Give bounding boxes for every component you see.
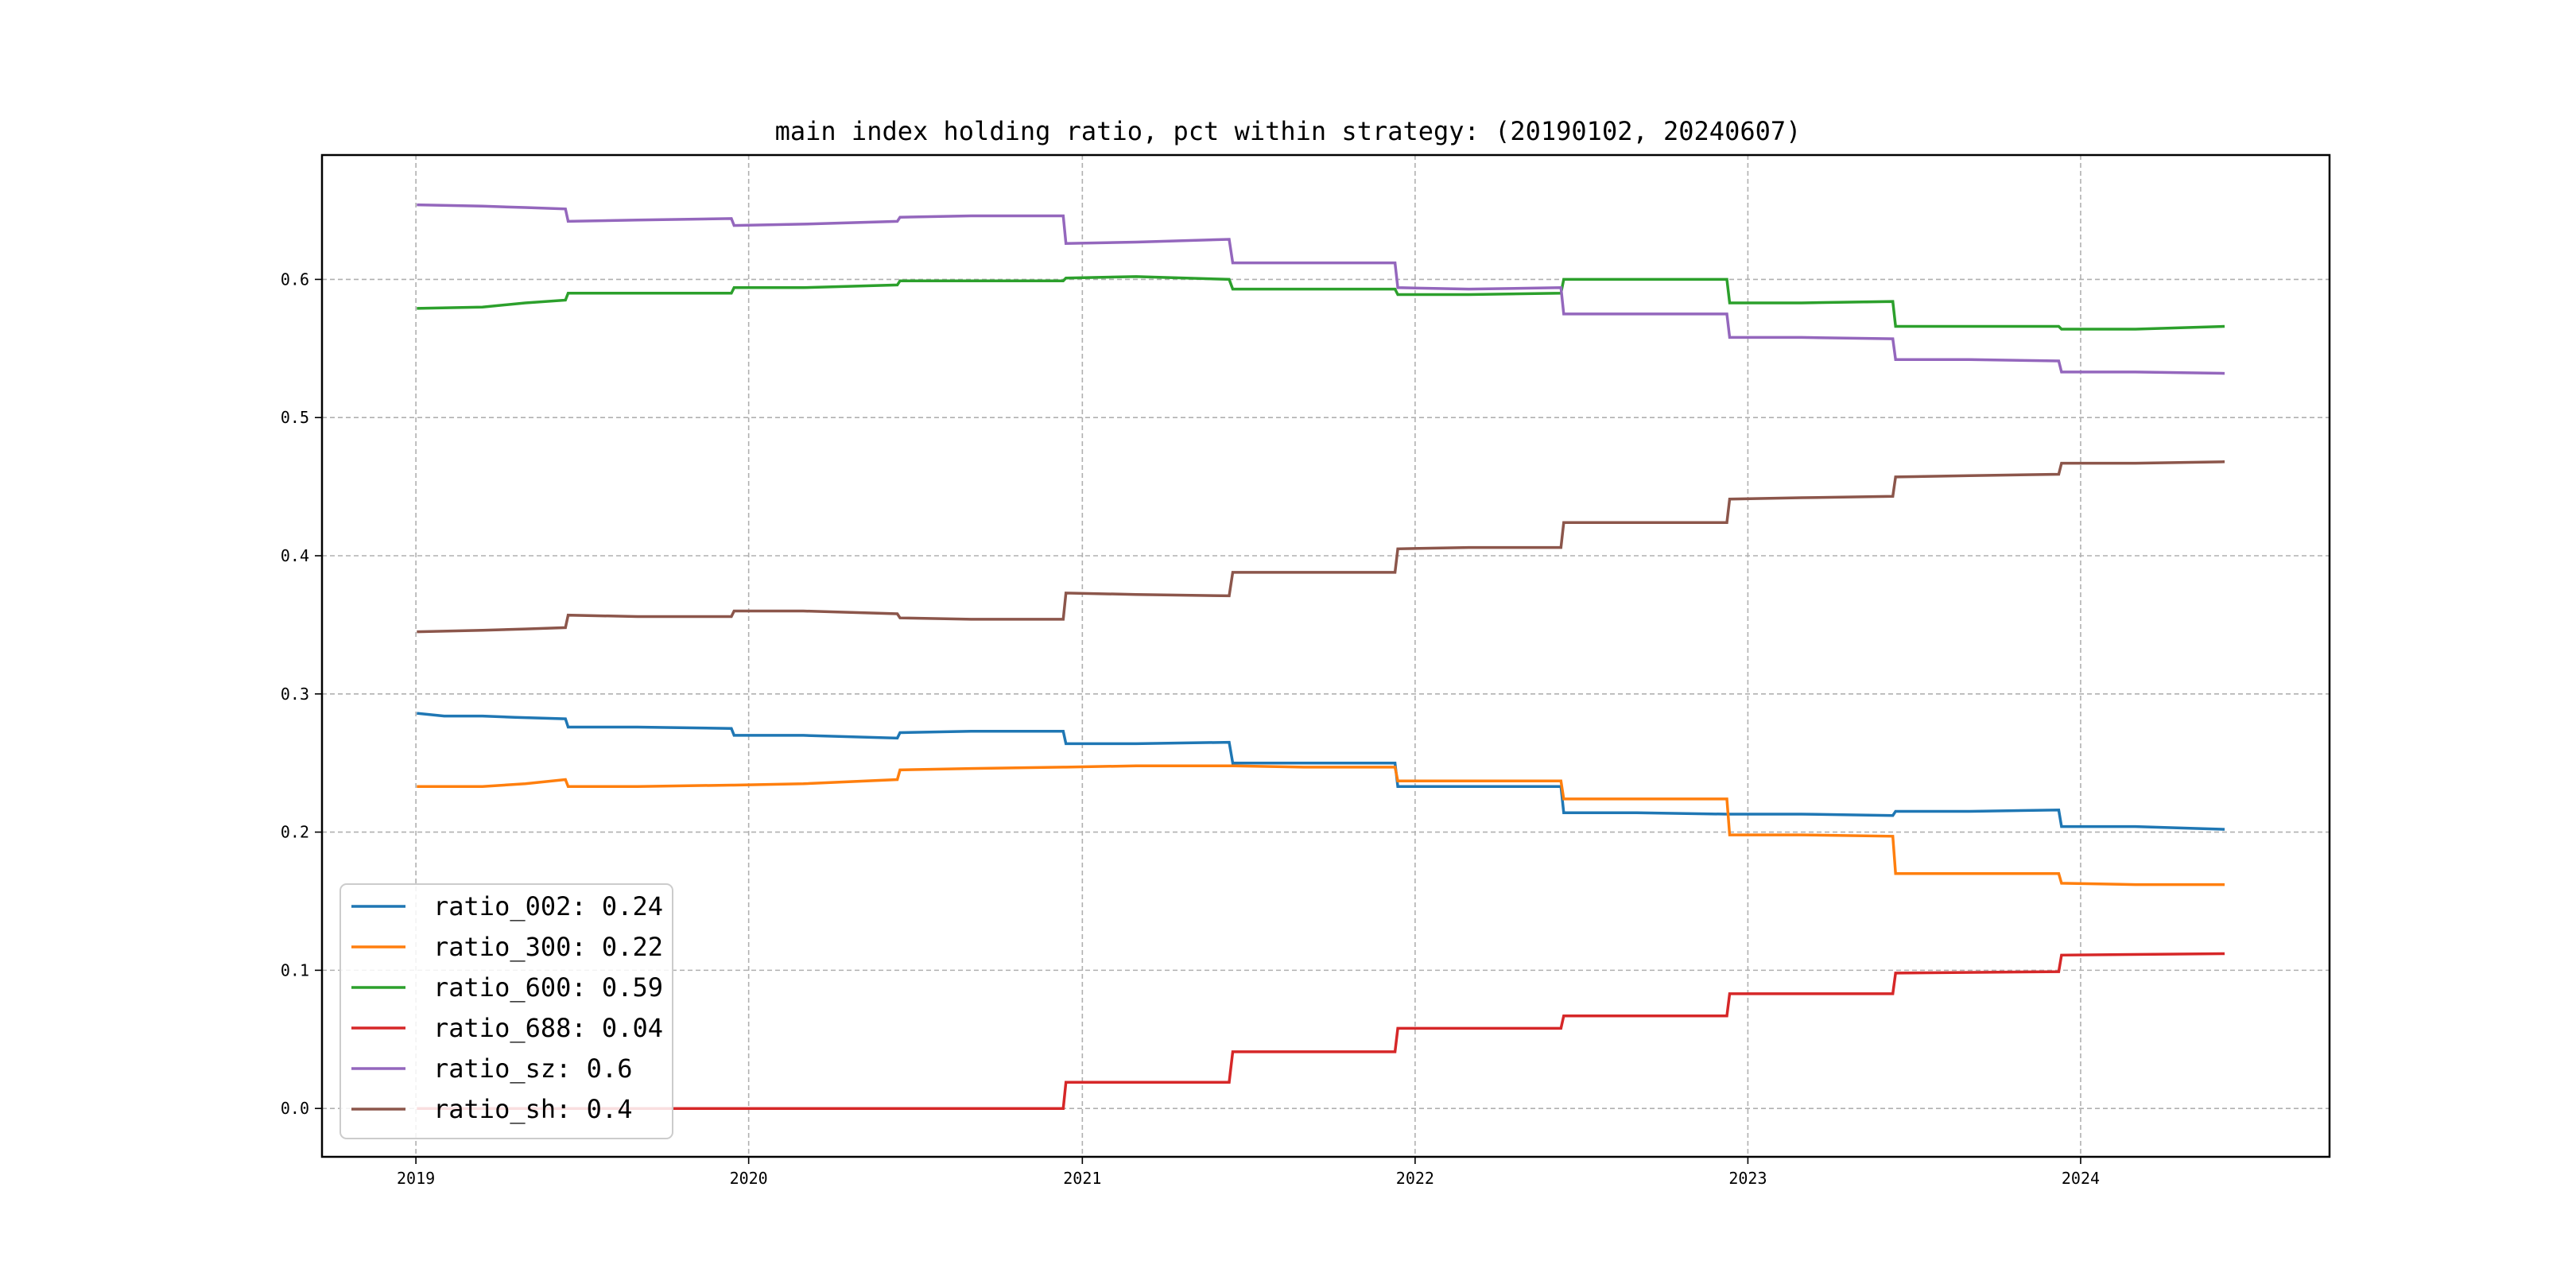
x-axis-ticks: 2019 2020 2021 2022 2023 2024 — [397, 1157, 2100, 1188]
series-lines — [417, 203, 2225, 1110]
y-tick-label: 0.3 — [281, 685, 309, 704]
y-tick-label: 0.2 — [281, 823, 309, 842]
series-line-ratio-300 — [417, 764, 2225, 886]
legend-box — [339, 883, 673, 1139]
series-line-ratio-sh — [417, 460, 2225, 634]
x-tick-label: 2021 — [1063, 1169, 1101, 1188]
legend-label: ratio_600: 0.59 — [433, 972, 663, 1003]
x-tick-label: 2023 — [1728, 1169, 1767, 1188]
series-line-ratio-600 — [417, 275, 2225, 331]
y-tick-label: 0.5 — [281, 408, 309, 427]
x-tick-label: 2020 — [730, 1169, 768, 1188]
x-tick-label: 2019 — [397, 1169, 435, 1188]
series-line-ratio-002 — [417, 712, 2225, 831]
legend-label: ratio_300: 0.22 — [433, 932, 663, 962]
x-tick-label: 2024 — [2062, 1169, 2100, 1188]
chart-title: main index holding ratio, pct within str… — [775, 116, 1802, 146]
legend-label: ratio_sh: 0.4 — [433, 1094, 632, 1124]
plot-frame — [320, 153, 2331, 1158]
legend: ratio_002: 0.24 ratio_300: 0.22 ratio_600:… — [339, 883, 673, 1139]
y-tick-label: 0.0 — [281, 1099, 309, 1118]
y-tick-label: 0.4 — [281, 546, 309, 565]
series-line-ratio-688 — [417, 952, 2225, 1110]
legend-label: ratio_002: 0.24 — [433, 891, 663, 921]
series-line-ratio-sz — [417, 203, 2225, 375]
y-axis-ticks: 0.0 0.1 0.2 0.3 0.4 0.5 0.6 — [281, 270, 322, 1118]
legend-label: ratio_sz: 0.6 — [433, 1053, 632, 1084]
legend-label: ratio_688: 0.04 — [433, 1013, 663, 1043]
x-tick-label: 2022 — [1396, 1169, 1434, 1188]
y-tick-label: 0.6 — [281, 270, 309, 289]
y-tick-label: 0.1 — [281, 960, 309, 980]
